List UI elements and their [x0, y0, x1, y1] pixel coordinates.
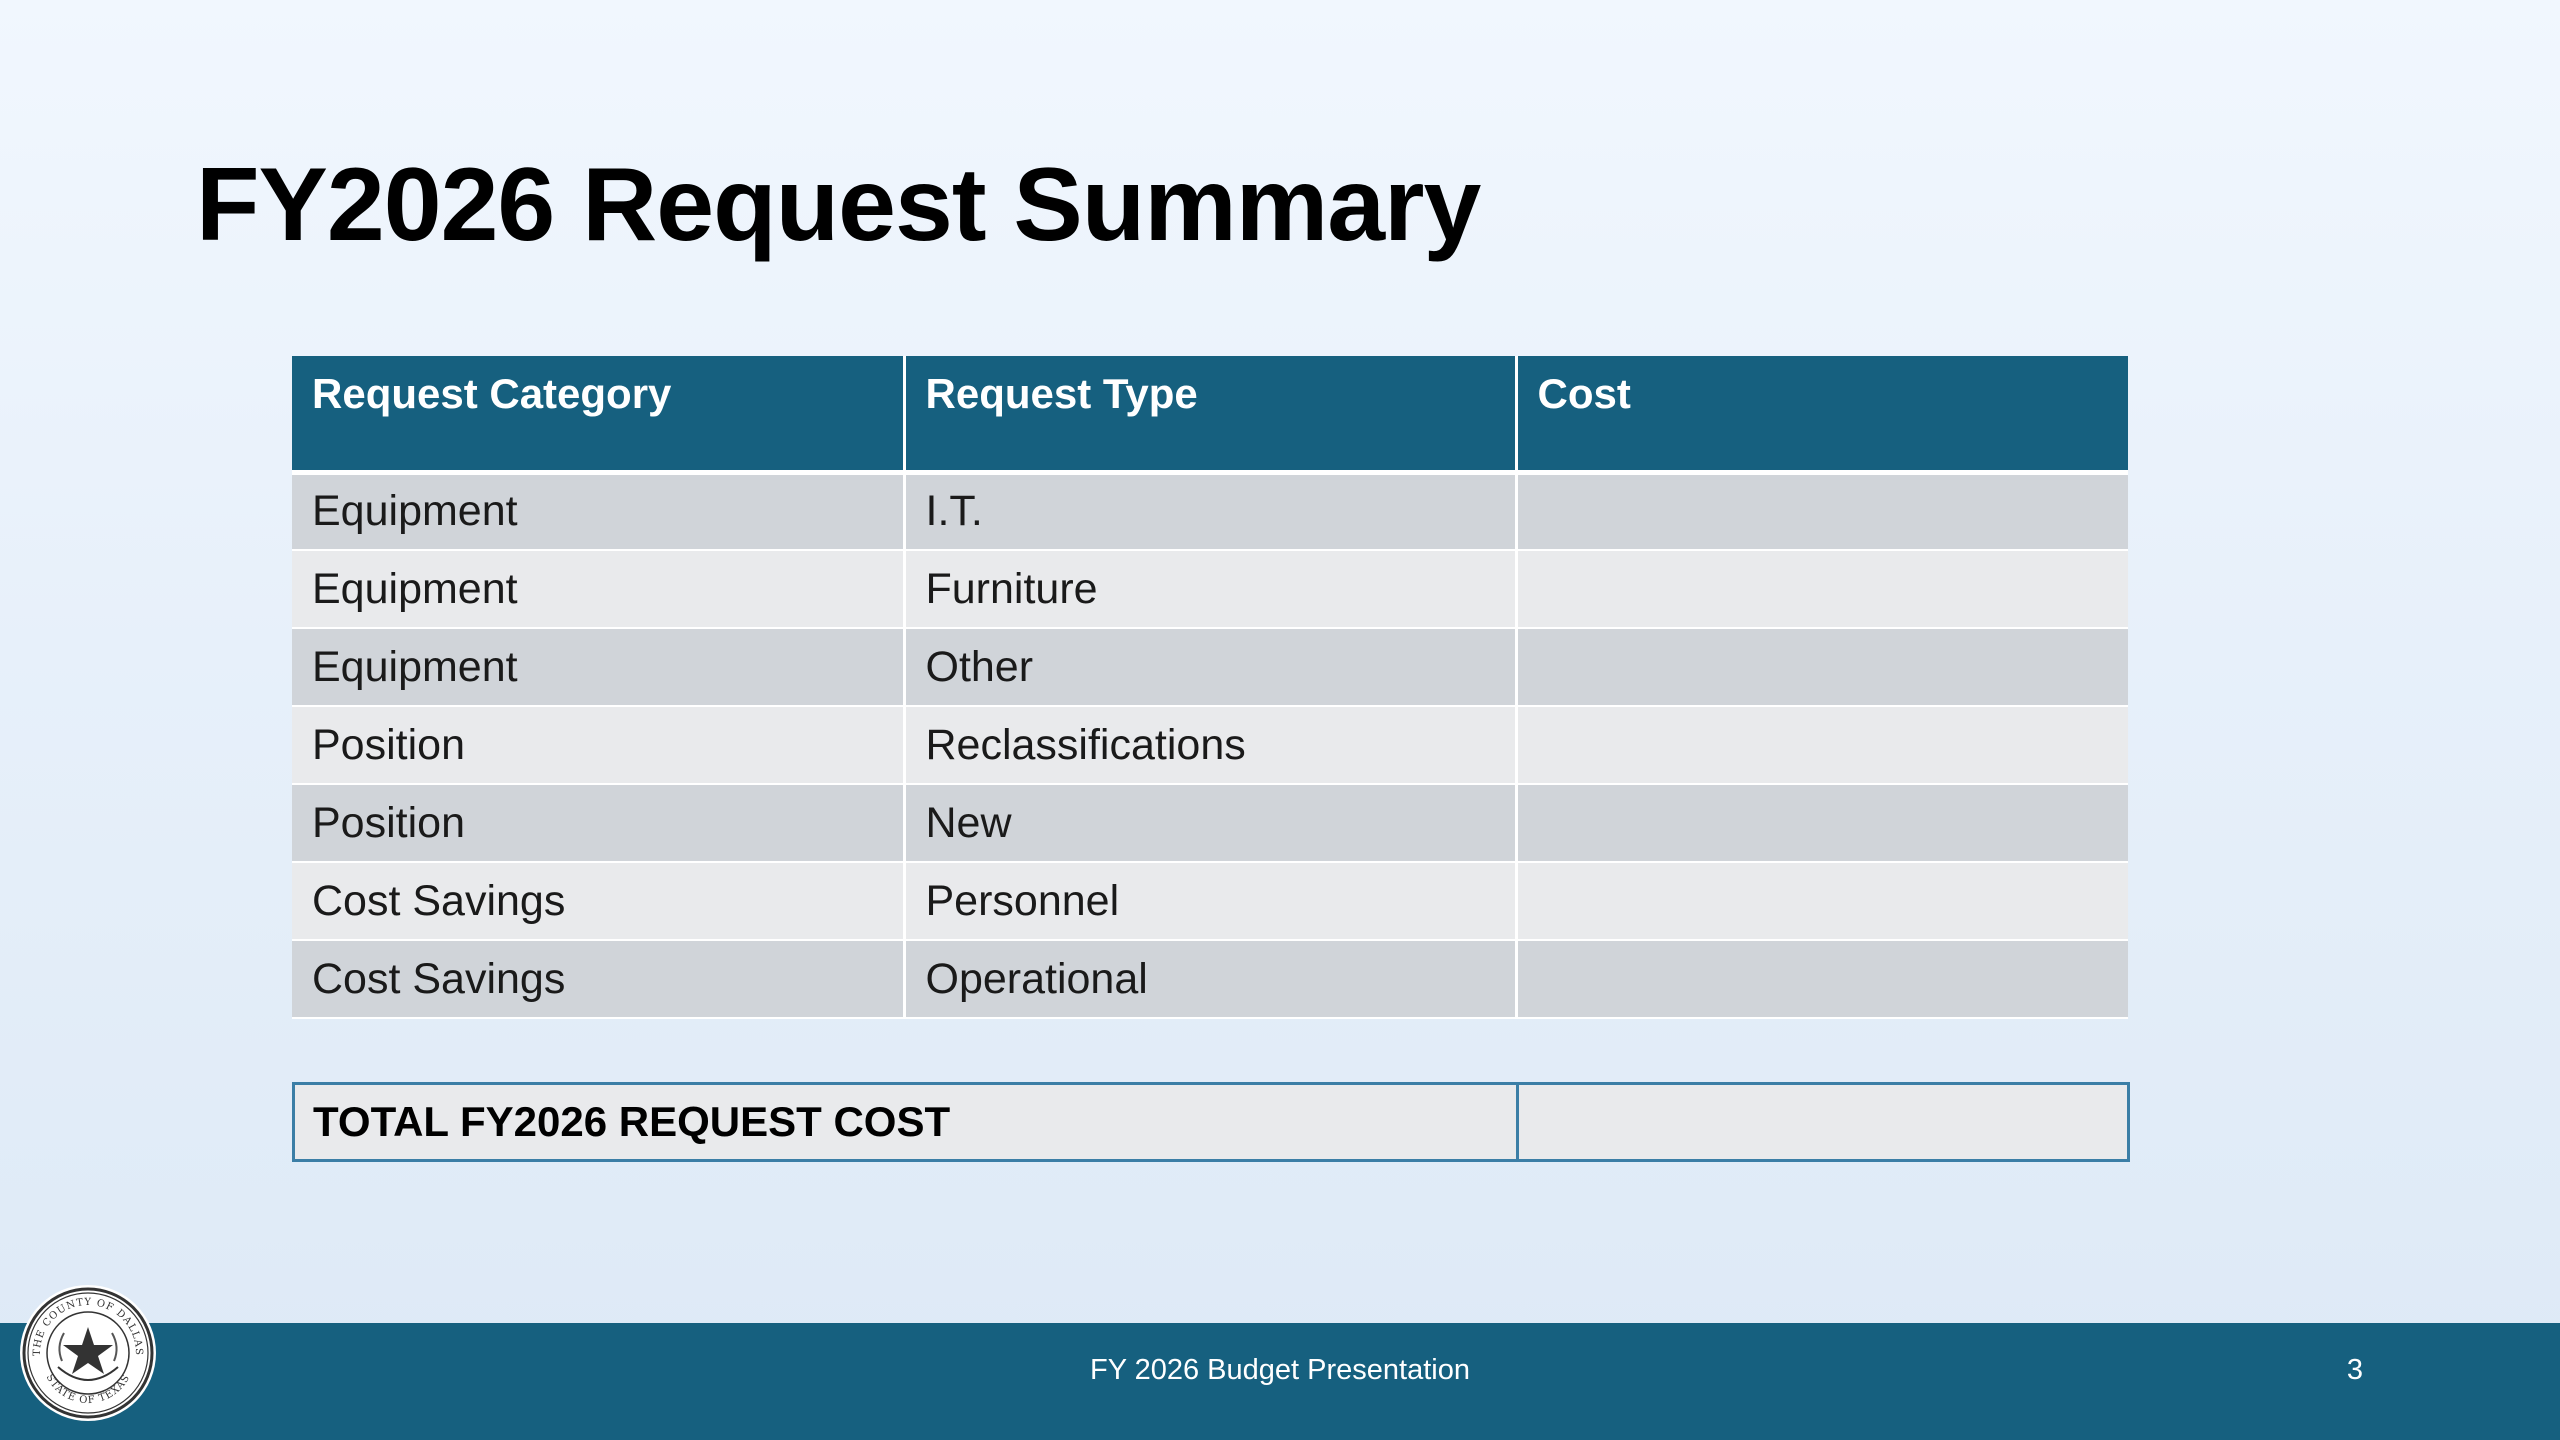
cell-cost — [1516, 706, 2128, 785]
cell-type: Reclassifications — [904, 706, 1518, 785]
cell-type: Operational — [904, 940, 1518, 1019]
cell-category: Equipment — [292, 550, 906, 629]
table-row: Equipment Furniture — [292, 550, 2128, 629]
cell-cost — [1516, 628, 2128, 707]
county-seal-icon: THE COUNTY OF DALLAS STATE OF TEXAS — [20, 1285, 156, 1421]
total-request-cost-box: TOTAL FY2026 REQUEST COST — [292, 1082, 2130, 1162]
table-row: Cost Savings Personnel — [292, 862, 2128, 941]
slide-title: FY2026 Request Summary — [196, 147, 1481, 263]
total-request-cost-value — [1519, 1085, 2127, 1159]
header-cost: Cost — [1516, 356, 2128, 475]
request-summary-table: Request Category Request Type Cost Equip… — [292, 356, 2128, 1019]
cell-type: I.T. — [904, 472, 1518, 551]
cell-type: New — [904, 784, 1518, 863]
cell-type: Other — [904, 628, 1518, 707]
header-request-category: Request Category — [292, 356, 906, 475]
cell-cost — [1516, 550, 2128, 629]
cell-category: Equipment — [292, 472, 906, 551]
table-row: Cost Savings Operational — [292, 940, 2128, 1019]
cell-cost — [1516, 784, 2128, 863]
cell-cost — [1516, 472, 2128, 551]
request-summary-table-container: Request Category Request Type Cost Equip… — [292, 356, 2128, 1019]
table-row: Position New — [292, 784, 2128, 863]
footer-title: FY 2026 Budget Presentation — [1090, 1354, 1470, 1386]
cell-category: Position — [292, 784, 906, 863]
table-row: Equipment I.T. — [292, 472, 2128, 551]
total-request-cost-label: TOTAL FY2026 REQUEST COST — [295, 1085, 1519, 1159]
cell-category: Cost Savings — [292, 940, 906, 1019]
table-header-row: Request Category Request Type Cost — [292, 356, 2128, 475]
cell-type: Furniture — [904, 550, 1518, 629]
table-row: Equipment Other — [292, 628, 2128, 707]
cell-category: Cost Savings — [292, 862, 906, 941]
cell-category: Position — [292, 706, 906, 785]
table-row: Position Reclassifications — [292, 706, 2128, 785]
cell-type: Personnel — [904, 862, 1518, 941]
cell-cost — [1516, 862, 2128, 941]
cell-cost — [1516, 940, 2128, 1019]
page-number: 3 — [2346, 1354, 2364, 1386]
cell-category: Equipment — [292, 628, 906, 707]
footer-bar — [0, 1323, 2560, 1440]
header-request-type: Request Type — [904, 356, 1518, 475]
